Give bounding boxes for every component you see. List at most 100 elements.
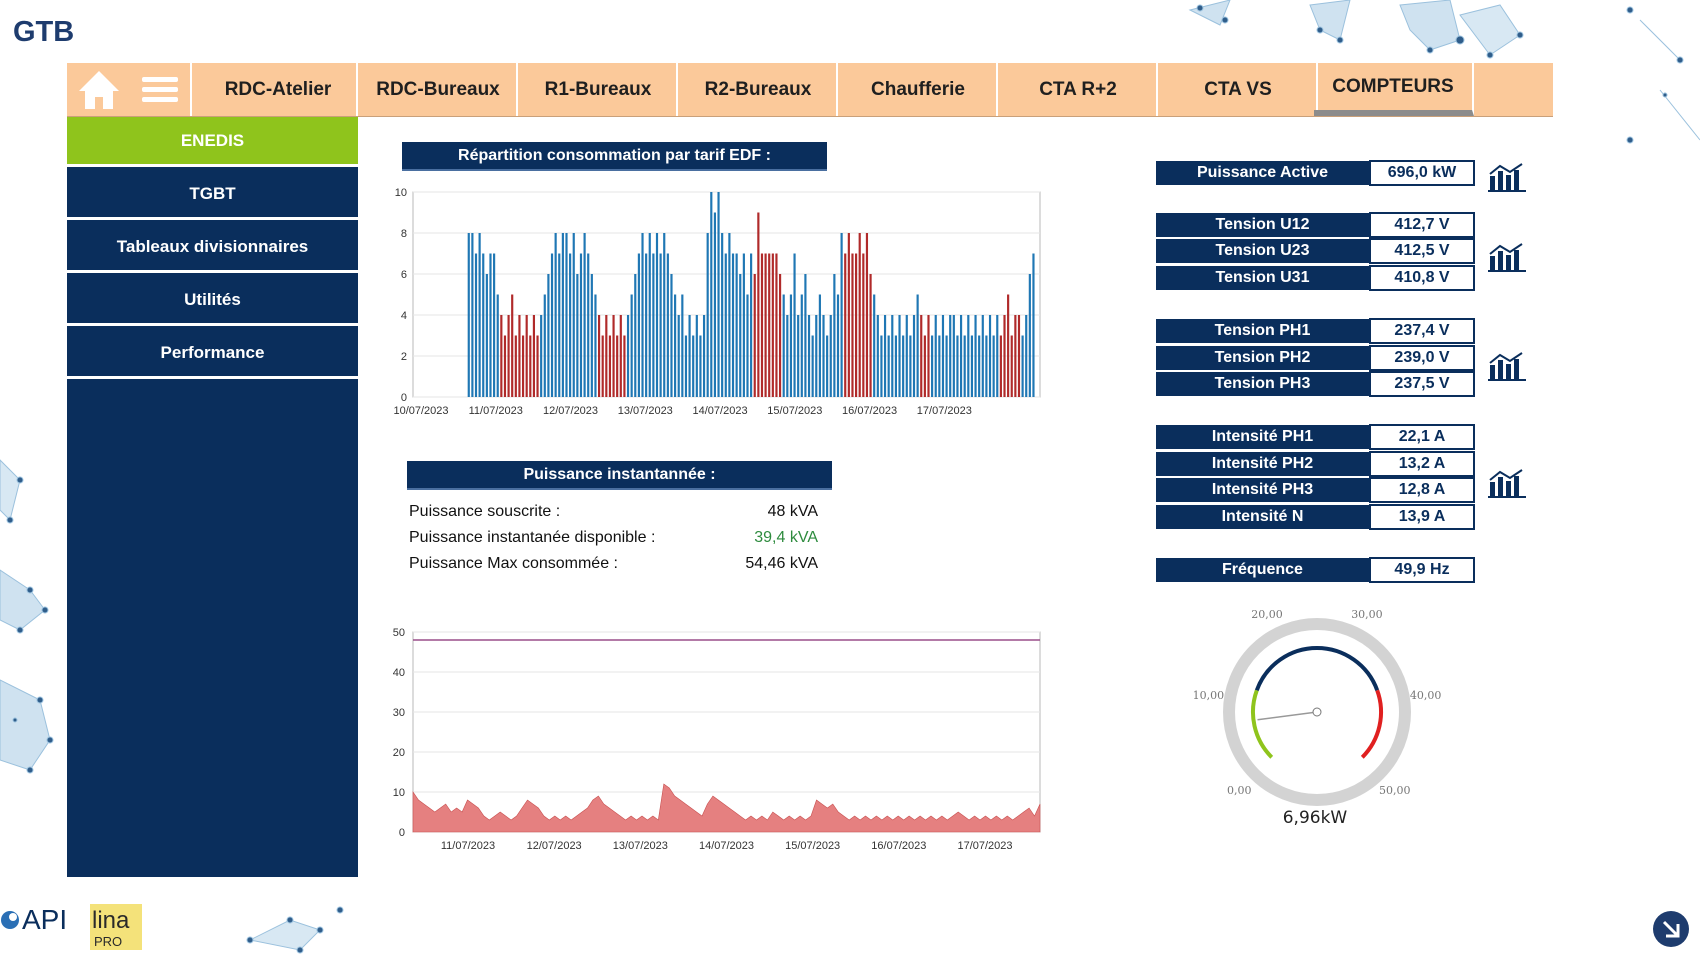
- bar: [959, 315, 963, 397]
- y-tick-label: 50: [393, 627, 405, 639]
- bar-chart-icon[interactable]: [1488, 242, 1526, 272]
- y-tick-label: 0: [399, 827, 405, 839]
- bar: [467, 233, 470, 397]
- sidebar-item-utilites[interactable]: Utilités: [67, 276, 358, 326]
- bar: [619, 315, 622, 397]
- bar: [880, 335, 883, 397]
- bar: [547, 274, 550, 397]
- gauge-needle: [1257, 711, 1318, 721]
- bar: [981, 315, 984, 397]
- bar: [626, 315, 630, 397]
- bar: [692, 335, 695, 397]
- measure-label: Intensité PH2: [1156, 452, 1369, 476]
- sidebar-item-tgbt[interactable]: TGBT: [67, 170, 358, 220]
- tab-cta-vs[interactable]: CTA VS: [1160, 63, 1318, 116]
- measure-value: 13,9 A: [1369, 504, 1475, 530]
- bar: [952, 315, 955, 397]
- bar: [674, 294, 677, 397]
- bar: [569, 253, 572, 397]
- measure-label: Tension U31: [1156, 266, 1369, 290]
- bar: [807, 315, 811, 397]
- network-decoration-left: [0, 459, 54, 774]
- bar: [753, 274, 756, 397]
- bar: [927, 315, 930, 397]
- bar: [550, 253, 554, 397]
- svg-text:API: API: [22, 904, 67, 935]
- bar-chart-icon[interactable]: [1488, 468, 1526, 498]
- bar: [978, 335, 981, 397]
- bar: [931, 335, 934, 397]
- bar: [663, 233, 666, 397]
- bar: [789, 294, 793, 397]
- measure-value: 49,9 Hz: [1369, 557, 1475, 583]
- tab-chaufferie[interactable]: Chaufferie: [840, 63, 998, 116]
- bar: [826, 335, 829, 397]
- bar: [887, 335, 890, 397]
- home-button[interactable]: [67, 63, 130, 116]
- bar: [572, 233, 575, 397]
- bar: [902, 335, 905, 397]
- y-tick-label: 0: [401, 392, 407, 404]
- power-souscrite-label: Puissance souscrite :: [409, 503, 561, 520]
- bar: [746, 294, 749, 397]
- bar: [974, 315, 977, 397]
- bar: [543, 294, 546, 397]
- y-tick-label: 10: [395, 188, 407, 199]
- bar: [873, 294, 876, 397]
- bar: [579, 253, 583, 397]
- y-tick-label: 40: [393, 667, 405, 679]
- sidebar-item-performance[interactable]: Performance: [67, 329, 358, 379]
- x-tick-label: 17/07/2023: [957, 840, 1012, 852]
- measure-value: 22,1 A: [1369, 424, 1475, 450]
- measure-value: 13,2 A: [1369, 451, 1475, 477]
- power-area-chart: 0 10 20 30 40 50 11/07/2023 12/07/2023 13/07/202…: [393, 627, 1041, 852]
- bar: [967, 315, 970, 397]
- sidebar-item-tableaux[interactable]: Tableaux divisionnaires: [67, 223, 358, 273]
- bar-chart-icon[interactable]: [1488, 351, 1526, 381]
- bar: [710, 192, 713, 397]
- bar: [750, 253, 753, 397]
- gauge-tick-label: 50,00: [1379, 784, 1411, 797]
- arrow-down-right-icon[interactable]: [1652, 910, 1690, 948]
- bar: [905, 315, 908, 397]
- bar: [786, 315, 789, 397]
- bar: [934, 315, 937, 397]
- bar: [485, 274, 488, 397]
- bar-chart-icon[interactable]: [1488, 162, 1526, 192]
- y-tick-label: 6: [401, 269, 407, 281]
- measure-value: 412,7 V: [1369, 212, 1475, 238]
- x-tick-label: 11/07/2023: [469, 405, 523, 417]
- x-tick-label: 12/07/2023: [543, 405, 598, 417]
- bar: [811, 335, 814, 397]
- tab-r1-bureaux[interactable]: R1-Bureaux: [520, 63, 678, 116]
- bar: [623, 335, 626, 397]
- tab-rdc-atelier[interactable]: RDC-Atelier: [200, 63, 358, 116]
- bar: [529, 335, 532, 397]
- tab-cta-r2[interactable]: CTA R+2: [1000, 63, 1158, 116]
- bar: [735, 253, 738, 397]
- bar: [565, 233, 568, 397]
- bar: [641, 233, 644, 397]
- measure-label: Fréquence: [1156, 558, 1369, 582]
- tab-r2-bureaux[interactable]: R2-Bureaux: [680, 63, 838, 116]
- bar: [540, 315, 543, 397]
- app-title: GTB: [13, 16, 75, 48]
- y-tick-label: 8: [401, 228, 407, 240]
- bar: [605, 315, 608, 397]
- bar: [514, 335, 517, 397]
- bar: [840, 233, 843, 397]
- tab-compteurs[interactable]: COMPTEURS: [1314, 63, 1474, 116]
- menu-button[interactable]: [130, 63, 192, 116]
- api-logo: API: [1, 904, 67, 935]
- bar: [507, 315, 510, 397]
- bar: [482, 253, 485, 397]
- bar: [637, 253, 640, 397]
- measure-value: 410,8 V: [1369, 265, 1475, 291]
- power-max-label: Puissance Max consommée :: [409, 555, 618, 572]
- tab-rdc-bureaux[interactable]: RDC-Bureaux: [360, 63, 518, 116]
- bar: [561, 233, 564, 397]
- measure-label: Tension PH2: [1156, 346, 1369, 370]
- sidebar-item-enedis[interactable]: ENEDIS: [67, 117, 358, 167]
- bar: [630, 294, 633, 397]
- bar: [800, 294, 803, 397]
